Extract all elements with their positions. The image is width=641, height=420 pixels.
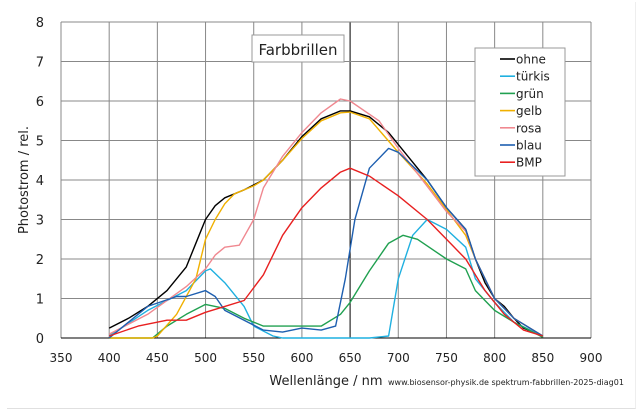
x-tick-label: 400 bbox=[98, 351, 121, 365]
x-tick-label: 450 bbox=[146, 351, 169, 365]
x-tick-label: 350 bbox=[50, 351, 73, 365]
legend-label: BMP bbox=[516, 156, 542, 170]
series-line-grün bbox=[109, 234, 544, 339]
legend-label: grün bbox=[516, 87, 544, 101]
tick-labels: 350 400 450 500 550 600 650 700 750 800 850 900 0 1 2 3… bbox=[36, 16, 603, 365]
chart-card bbox=[7, 2, 636, 409]
x-tick-label: 800 bbox=[483, 351, 506, 365]
legend: ohne türkis grün gelb rosa blau BMP bbox=[474, 47, 566, 177]
y-tick-label: 0 bbox=[36, 332, 44, 347]
series-line-BMP bbox=[108, 167, 544, 337]
y-tick-label: 7 bbox=[36, 56, 44, 71]
x-tick-label: 900 bbox=[580, 351, 603, 365]
y-tick-label: 3 bbox=[36, 214, 44, 229]
series-line-blau bbox=[108, 147, 544, 339]
y-axis-label: Photostrom / rel. bbox=[17, 126, 32, 234]
legend-label: rosa bbox=[516, 121, 542, 135]
legend-label: blau bbox=[516, 139, 542, 153]
x-tick-label: 700 bbox=[387, 351, 410, 365]
x-tick-label: 650 bbox=[339, 351, 362, 365]
x-tick-label: 600 bbox=[290, 351, 313, 365]
y-tick-label: 1 bbox=[36, 293, 44, 308]
y-tick-label: 4 bbox=[36, 174, 44, 189]
y-tick-label: 5 bbox=[36, 135, 44, 150]
y-tick-label: 2 bbox=[36, 253, 44, 268]
y-tick-label: 6 bbox=[36, 95, 44, 110]
x-tick-label: 850 bbox=[531, 351, 554, 365]
series-line-ohne bbox=[108, 110, 544, 337]
series-group bbox=[108, 98, 544, 339]
y-tick-label: 8 bbox=[36, 16, 44, 31]
legend-label: türkis bbox=[516, 70, 550, 84]
legend-label: gelb bbox=[516, 104, 542, 118]
x-tick-label: 750 bbox=[435, 351, 458, 365]
legend-box bbox=[474, 47, 566, 177]
series-line-gelb bbox=[109, 111, 544, 339]
footer-text: www.biosensor-physik.de spektrum-fabbril… bbox=[388, 378, 624, 387]
x-tick-label: 550 bbox=[242, 351, 265, 365]
title-box: Farbbrillen bbox=[251, 34, 345, 63]
legend-label: ohne bbox=[516, 53, 546, 67]
x-tick-label: 500 bbox=[194, 351, 217, 365]
chart-title: Farbbrillen bbox=[258, 41, 337, 59]
x-axis-label: Wellenlänge / nm bbox=[269, 374, 382, 389]
